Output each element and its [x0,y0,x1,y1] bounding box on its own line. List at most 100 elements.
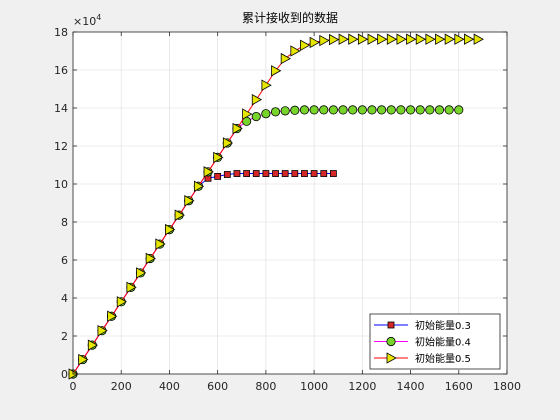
data-point [242,108,253,120]
data-point [435,33,446,45]
data-point [348,33,359,45]
data-point [425,33,436,45]
y-tick-label: 18 [54,26,68,39]
legend-entry: 初始能量0.4 [374,336,471,349]
data-point [415,33,427,45]
data-point [184,195,195,207]
data-point [348,105,358,115]
axes-box [72,31,508,375]
data-point [87,339,99,351]
axis-ticks: 0 200 400 600 800 1000 1200 1400 1600 1800 0 2 4 6 8 10… [54,26,521,393]
data-point [174,209,185,221]
data-point [309,36,320,49]
data-point [107,310,118,322]
x-tick-label: 1200 [348,380,376,393]
data-point [454,33,465,45]
data-point [280,52,292,65]
data-point [251,111,261,122]
x-tick-label: 800 [255,380,276,393]
x-tick-label: 0 [70,380,77,393]
data-point [319,34,330,47]
data-point [232,122,243,135]
data-point [328,33,340,46]
y-tick-label: 2 [61,330,68,343]
y-exponent-base: ×10 [73,15,96,28]
data-point [377,33,388,45]
data-point [145,252,156,265]
data-point [319,105,329,115]
data-point [300,39,311,51]
data-point [367,105,377,115]
data-point [155,238,166,250]
y-tick-label: 14 [54,102,68,115]
x-tick-label: 600 [207,380,228,393]
data-point [299,105,310,115]
series-layer [68,33,484,380]
legend-marker-swatch [386,336,396,347]
data-point [309,105,319,115]
data-point [290,105,300,115]
data-point [251,93,263,106]
data-point [357,105,367,115]
data-point [262,170,270,177]
data-point [405,105,416,115]
data-point [280,106,290,116]
y-tick-label: 6 [61,254,68,267]
y-tick-label: 16 [54,64,68,77]
data-point [396,33,407,45]
data-point [464,33,475,45]
data-point [301,170,308,177]
x-tick-label: 400 [159,380,180,393]
data-point [406,33,417,45]
series-3 [68,33,484,380]
legend-entry: 初始能量0.3 [374,319,471,332]
data-point [444,105,454,115]
data-point [386,105,396,115]
data-point [310,170,318,177]
data-point [444,33,455,45]
data-point [396,105,406,115]
data-point [377,105,387,115]
legend: 初始能量0.3 初始能量0.4 初始能量0.5 [369,313,501,370]
data-point [415,105,425,115]
data-point [78,353,89,366]
data-point [261,109,271,119]
data-point [193,180,205,192]
data-point [367,33,378,45]
data-point [291,170,299,177]
y-tick-label: 12 [54,140,68,153]
x-tick-label: 1400 [397,380,425,393]
data-point [223,171,231,178]
data-point [473,33,484,45]
legend-marker-swatch [387,321,395,329]
x-tick-label: 1800 [493,380,521,393]
chart-title: 累计接收到的数据 [242,10,338,25]
y-tick-label: 8 [61,216,68,229]
x-tick-label: 1000 [300,380,328,393]
data-point [116,296,128,308]
data-point [97,325,108,337]
legend-marker-swatch [386,352,397,364]
data-point [272,170,279,177]
data-point [261,79,272,91]
data-point [126,281,137,294]
data-point [165,223,176,236]
data-point [213,151,224,164]
data-point [222,137,234,149]
legend-label: 初始能量0.3 [415,319,471,332]
data-point [338,105,348,115]
data-point [136,267,147,279]
data-point [434,105,445,115]
data-point [357,33,369,45]
data-point [214,172,222,180]
x-tick-label: 200 [111,380,132,393]
y-exponent-power: 4 [96,13,101,22]
y-exponent-label: ×104 [73,13,101,28]
y-tick-label: 4 [61,292,68,305]
data-point [252,170,260,177]
y-tick-label: 0 [61,368,68,381]
data-point [338,33,349,45]
data-point [270,107,281,117]
data-point [328,105,338,115]
